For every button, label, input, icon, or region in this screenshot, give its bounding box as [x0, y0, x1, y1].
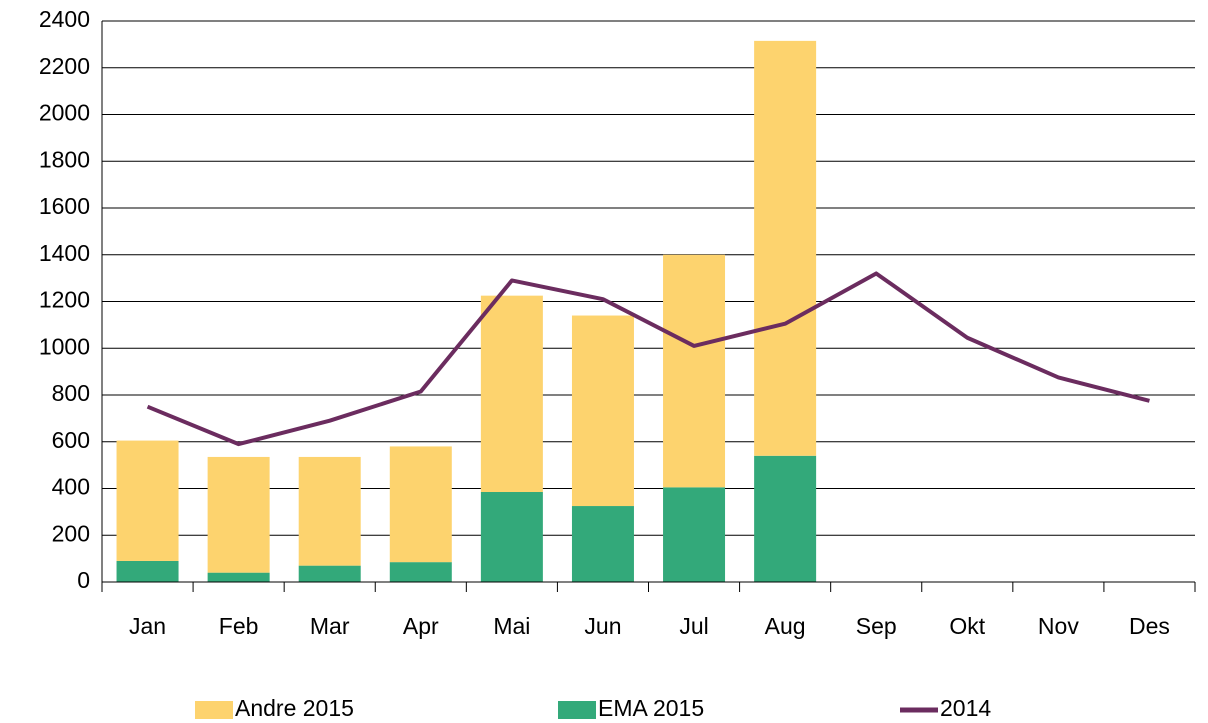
x-tick-label: Okt: [949, 613, 985, 639]
bar: [663, 254, 726, 488]
y-tick-label: 1200: [39, 287, 90, 313]
y-tick-label: 2000: [39, 100, 90, 126]
bar: [571, 506, 634, 582]
bar: [754, 455, 817, 582]
x-tick-label: Apr: [403, 613, 439, 639]
x-tick-label: Jul: [679, 613, 708, 639]
legend-swatch: [558, 701, 596, 719]
x-tick-label: Jun: [584, 613, 621, 639]
x-tick-label: Nov: [1038, 613, 1079, 639]
x-tick-label: Sep: [856, 613, 897, 639]
legend-label: 2014: [940, 695, 991, 721]
bar: [663, 487, 726, 582]
line: [146, 271, 1150, 447]
bar: [480, 492, 543, 582]
bar: [571, 315, 634, 507]
bar: [389, 446, 452, 563]
legend-swatch: [195, 701, 233, 719]
x-tick-label: Mai: [493, 613, 530, 639]
y-tick-label: 1000: [39, 333, 90, 359]
bar: [116, 440, 179, 561]
y-tick-label: 600: [52, 427, 90, 453]
x-tick-label: Jan: [129, 613, 166, 639]
bar: [116, 560, 179, 582]
y-tick-label: 1800: [39, 146, 90, 172]
bar: [389, 562, 452, 582]
bar: [754, 40, 817, 456]
bar: [207, 456, 270, 573]
y-tick-label: 2200: [39, 53, 90, 79]
x-tick-label: Mar: [310, 613, 350, 639]
y-tick-label: 400: [52, 474, 90, 500]
y-tick-label: 2400: [39, 6, 90, 32]
bar: [480, 295, 543, 493]
x-tick-label: Aug: [765, 613, 806, 639]
y-tick-label: 0: [77, 567, 90, 593]
y-tick-label: 1400: [39, 240, 90, 266]
y-tick-label: 1600: [39, 193, 90, 219]
y-tick-label: 800: [52, 380, 90, 406]
bar: [207, 572, 270, 582]
legend-label: EMA 2015: [598, 695, 704, 721]
x-tick-label: Des: [1129, 613, 1170, 639]
legend-label: Andre 2015: [235, 695, 354, 721]
bar: [298, 456, 361, 566]
bar: [298, 565, 361, 582]
y-tick-label: 200: [52, 520, 90, 546]
x-tick-label: Feb: [219, 613, 259, 639]
